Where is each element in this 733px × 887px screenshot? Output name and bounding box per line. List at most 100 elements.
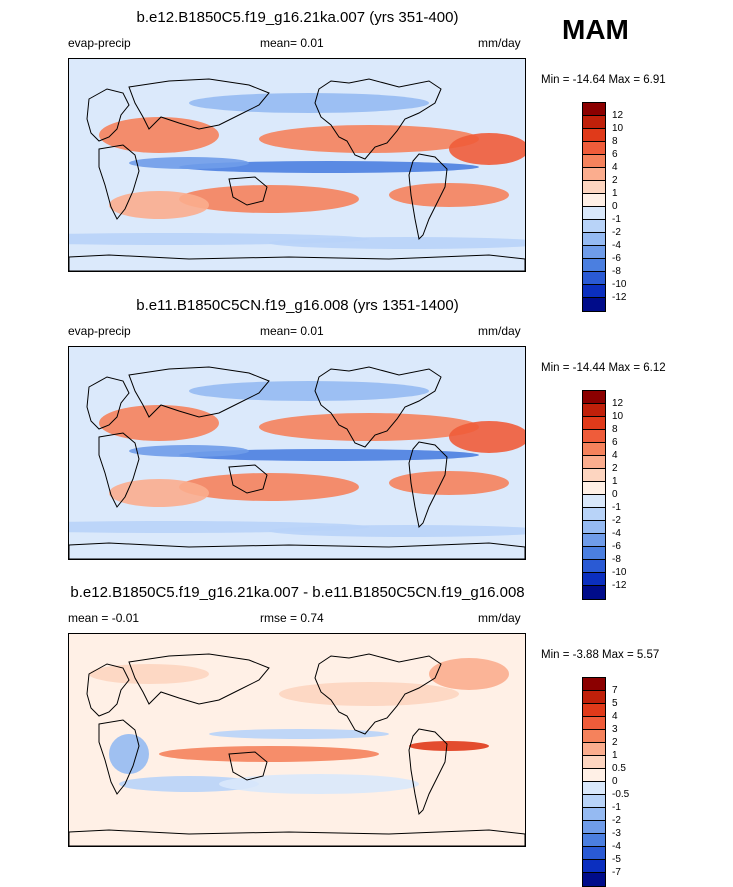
colorbar-tick-label: 4 [612,711,618,722]
colorbar-segment [583,495,605,508]
colorbar-tick-label: 8 [612,424,618,435]
colorbar-segment [583,456,605,469]
colorbar-segment [583,246,605,259]
colorbar-tick-label: -4 [612,528,621,539]
colorbar-tick-label: -5 [612,854,621,865]
colorbar-segment [583,430,605,443]
colorbar-tick-label: -10 [612,279,627,290]
mean-label: mean = -0.01 [68,611,140,625]
colorbar-tick-label: -8 [612,554,621,565]
variable-label: evap-precip [68,324,131,338]
colorbar-segment [583,482,605,495]
colorbar-segment [583,782,605,795]
colorbar-tick-label: 4 [612,162,618,173]
colorbar-segment [583,756,605,769]
colorbar-segment [583,730,605,743]
colorbar-segment [583,691,605,704]
colorbar-tick-label: -1 [612,214,621,225]
rmse-label: rmse = 0.74 [260,611,324,625]
units-label: mm/day [478,611,521,625]
colorbar-segment [583,233,605,246]
colorbar-tick-label: -2 [612,815,621,826]
colorbar-tick-label: -12 [612,292,627,303]
colorbar-segment [583,873,605,886]
colorbar-segment [583,847,605,860]
colorbar [582,102,606,312]
units-label: mm/day [478,324,521,338]
units-label: mm/day [478,36,521,50]
colorbar-segment [583,508,605,521]
colorbar-segment [583,298,605,311]
colorbar-segment [583,717,605,730]
colorbar-tick-label: 0 [612,201,618,212]
colorbar-segment [583,417,605,430]
colorbar-tick-label: -4 [612,841,621,852]
colorbar-segment [583,220,605,233]
colorbar-tick-label: 2 [612,737,618,748]
colorbar-segment [583,704,605,717]
colorbar-tick-label: 1 [612,188,618,199]
colorbar-tick-label: -7 [612,867,621,878]
colorbar-tick-label: -2 [612,515,621,526]
min-max-label: Min = -14.44 Max = 6.12 [541,362,666,374]
colorbar-segment [583,795,605,808]
colorbar-tick-label: 10 [612,123,624,134]
min-max-label: Min = -3.88 Max = 5.57 [541,649,660,661]
colorbar-tick-label: 6 [612,149,618,160]
colorbar-segment [583,207,605,220]
colorbar-tick-label: 4 [612,450,618,461]
colorbar-segment [583,194,605,207]
colorbar-segment [583,534,605,547]
colorbar-segment [583,743,605,756]
colorbar-segment [583,469,605,482]
colorbar-tick-label: 12 [612,110,624,121]
colorbar-segment [583,521,605,534]
colorbar [582,390,606,600]
colorbar-segment [583,573,605,586]
map-plot [68,58,526,272]
colorbar-segment [583,259,605,272]
colorbar-tick-label: 12 [612,398,624,409]
colorbar-tick-label: 10 [612,411,624,422]
colorbar-tick-label: -6 [612,253,621,264]
colorbar-segment [583,560,605,573]
colorbar-tick-label: 5 [612,698,618,709]
colorbar-segment [583,443,605,456]
colorbar-tick-label: -8 [612,266,621,277]
colorbar-segment [583,285,605,298]
panel-title: b.e11.B1850C5CN.f19_g16.008 (yrs 1351-14… [136,297,459,314]
colorbar-segment [583,155,605,168]
colorbar-tick-label: -4 [612,240,621,251]
colorbar-tick-label: -1 [612,802,621,813]
colorbar-segment [583,391,605,404]
mean-label: mean= 0.01 [260,36,324,50]
colorbar-tick-label: 0 [612,776,618,787]
colorbar-tick-label: 3 [612,724,618,735]
map-plot [68,633,526,847]
variable-label: evap-precip [68,36,131,50]
colorbar-tick-label: 1 [612,750,618,761]
colorbar-segment [583,808,605,821]
colorbar-segment [583,103,605,116]
colorbar-tick-label: 1 [612,476,618,487]
colorbar-tick-label: -2 [612,227,621,238]
colorbar-segment [583,142,605,155]
colorbar-segment [583,547,605,560]
season-label: MAM [562,14,629,45]
map-plot [68,346,526,560]
panel-3: b.e12.B1850C5.f19_g16.21ka.007 - b.e11.B… [0,584,733,887]
panel-1: b.e12.B1850C5.f19_g16.21ka.007 (yrs 351-… [0,9,733,312]
map-canvas [69,347,525,559]
colorbar-segment [583,129,605,142]
panel-title: b.e12.B1850C5.f19_g16.21ka.007 (yrs 351-… [136,9,459,26]
colorbar-segment [583,678,605,691]
colorbar-tick-label: -12 [612,580,627,591]
min-max-label: Min = -14.64 Max = 6.91 [541,74,666,86]
map-canvas [69,634,525,846]
colorbar-tick-label: 0.5 [612,763,626,774]
colorbar-segment [583,181,605,194]
panel-2: b.e11.B1850C5CN.f19_g16.008 (yrs 1351-14… [0,297,733,600]
colorbar-tick-label: -3 [612,828,621,839]
mean-label: mean= 0.01 [260,324,324,338]
colorbar-tick-label: -10 [612,567,627,578]
